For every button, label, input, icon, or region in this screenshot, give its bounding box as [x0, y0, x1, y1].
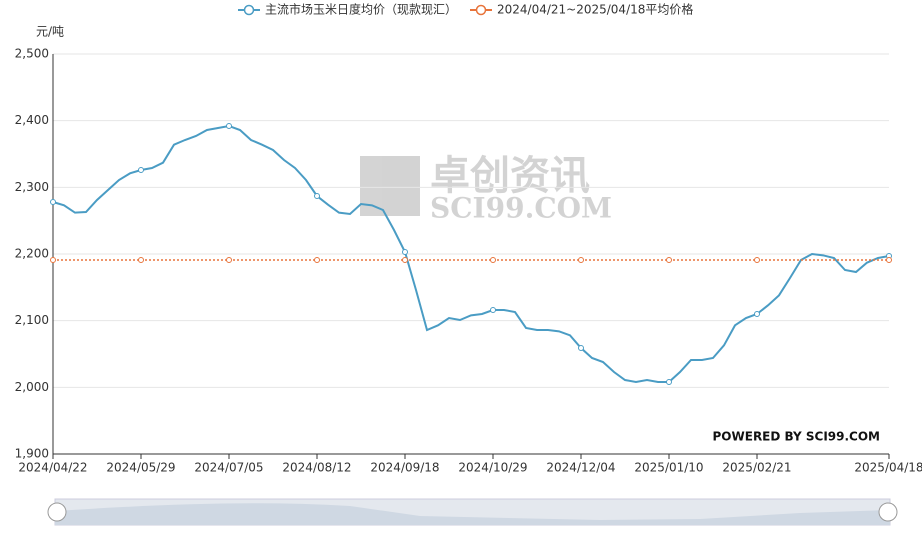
y-tick-label: 2,300 [15, 180, 49, 194]
point [226, 257, 232, 263]
point [666, 379, 672, 385]
point [754, 311, 760, 317]
legend-item[interactable]: 2024/04/21~2025/04/18平均价格 [470, 2, 693, 17]
watermark-en: SCI99.COM [430, 192, 612, 225]
point [50, 257, 56, 263]
legend-label: 2024/04/21~2025/04/18平均价格 [497, 2, 693, 17]
slider-handle-left[interactable] [47, 502, 67, 522]
point [886, 257, 892, 263]
point [314, 193, 320, 199]
x-tick-label: 2025/01/10 [634, 461, 703, 475]
x-tick-label: 2025/02/21 [722, 461, 791, 475]
point [138, 257, 144, 263]
x-tick-label: 2024/12/04 [546, 461, 615, 475]
y-tick-label: 2,200 [15, 247, 49, 261]
zoom-slider[interactable] [47, 498, 898, 526]
point [754, 257, 760, 263]
watermark-cn: 卓创资讯 [430, 153, 590, 199]
legend-marker [475, 4, 487, 16]
x-tick-label: 2024/08/12 [282, 461, 351, 475]
series-line [52, 124, 890, 384]
watermark: 卓创资讯 SCI99.COM [360, 153, 612, 225]
point [138, 167, 144, 173]
legend-item[interactable]: 主流市场玉米日度均价（现款现汇） [238, 2, 457, 17]
y-tick-label: 2,500 [15, 47, 49, 61]
point [490, 257, 496, 263]
point [402, 249, 408, 255]
x-tick-label: 2024/10/29 [458, 461, 527, 475]
point [402, 257, 408, 263]
x-tick-label: 2024/05/29 [106, 461, 175, 475]
x-tick-label: 2025/04/18 [854, 461, 922, 475]
point [666, 257, 672, 263]
y-unit: 元/吨 [36, 25, 64, 39]
slider-preview [55, 503, 890, 525]
point [578, 257, 584, 263]
y-tick-label: 2,100 [15, 313, 49, 327]
point [226, 123, 232, 129]
x-tick-label: 2024/07/05 [194, 461, 263, 475]
credit: POWERED BY SCI99.COM [713, 430, 880, 444]
point [314, 257, 320, 263]
y-tick-label: 2,400 [15, 113, 49, 127]
y-tick-label: 2,000 [15, 380, 49, 394]
point [578, 345, 584, 351]
x-tick-label: 2024/09/18 [370, 461, 439, 475]
point [490, 307, 496, 313]
legend-marker [243, 4, 255, 16]
slider-handle-right[interactable] [878, 502, 898, 522]
point [50, 199, 56, 205]
y-tick-label: 1,900 [15, 447, 49, 461]
legend-label: 主流市场玉米日度均价（现款现汇） [265, 2, 457, 17]
x-tick-label: 2024/04/22 [18, 461, 87, 475]
watermark-logo [360, 156, 420, 216]
